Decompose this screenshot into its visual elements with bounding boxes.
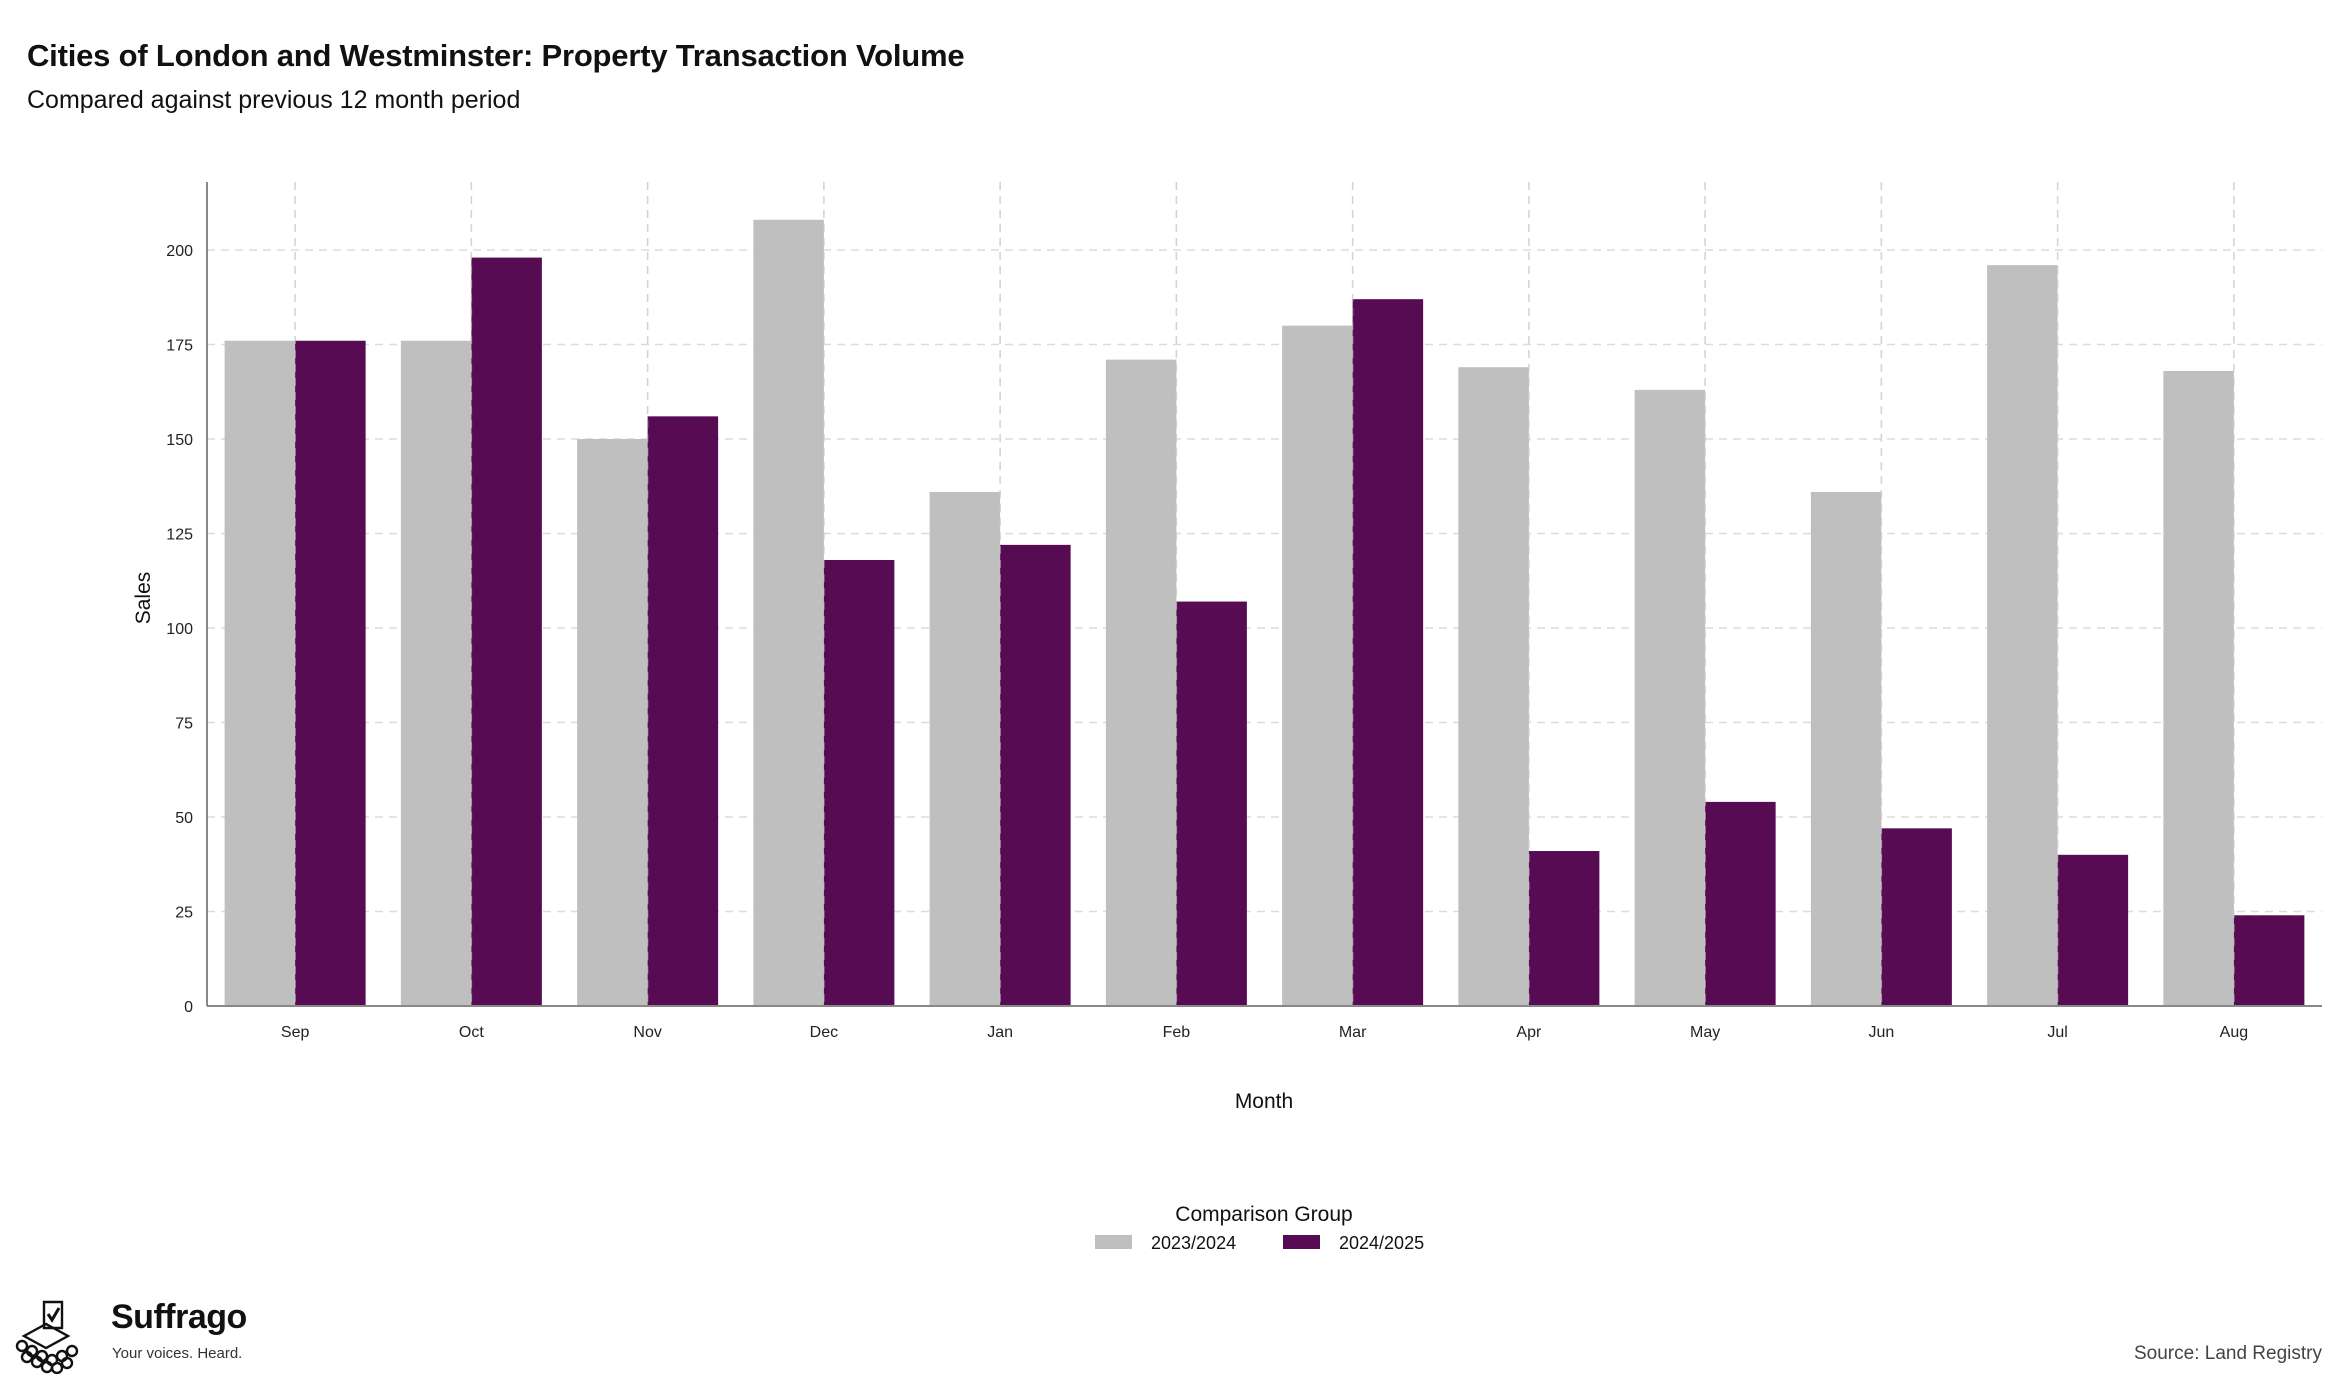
bar-2024-2025-jun (1881, 828, 1952, 1006)
bar-2023-2024-mar (1282, 325, 1353, 1006)
bar-2024-2025-aug (2233, 915, 2305, 1006)
bar-2023-2024-jul (1987, 265, 2058, 1006)
chart-subtitle: Compared against previous 12 month perio… (27, 86, 521, 114)
bar-2024-2025-jan (1000, 544, 1071, 1006)
legend-label-2024-2025: 2024/2025 (1339, 1233, 1424, 1253)
bar-2024-2025-jul (2057, 854, 2129, 1006)
x-tick-label: Sep (281, 1024, 310, 1041)
bar-2024-2025-nov (647, 416, 719, 1006)
legend: Comparison Group 2023/2024 2024/2025 (1095, 1203, 1424, 1253)
legend-swatch-2023-2024 (1095, 1235, 1132, 1249)
y-axis-title: Sales (132, 572, 155, 625)
x-tick-label: Oct (459, 1024, 484, 1041)
x-axis-title: Month (1235, 1090, 1293, 1113)
legend-label-2023-2024: 2023/2024 (1151, 1233, 1236, 1253)
bar-2023-2024-may (1634, 389, 1706, 1007)
bar-2023-2024-feb (1105, 359, 1177, 1006)
legend-title: Comparison Group (1175, 1203, 1352, 1226)
bar-2023-2024-jun (1810, 491, 1882, 1006)
bar-2023-2024-dec (753, 219, 824, 1007)
axes: 0 25 50 75 100 125 150 175 200 Sep Oct Nov Dec Jan Feb… (166, 182, 2322, 1041)
brand-name: Suffrago (111, 1298, 247, 1336)
x-tick-label: Dec (810, 1024, 838, 1041)
bar-2023-2024-nov (577, 439, 648, 1006)
bar-2024-2025-dec (823, 559, 895, 1006)
y-tick-label: 125 (166, 527, 193, 544)
x-tick-label: Apr (1516, 1024, 1542, 1041)
bar-2024-2025-feb (1176, 601, 1247, 1006)
chart-title: Cities of London and Westminster: Proper… (27, 38, 965, 73)
source-note: Source: Land Registry (2134, 1343, 2322, 1364)
y-tick-label: 50 (175, 810, 193, 827)
bar-2023-2024-aug (2163, 370, 2234, 1006)
x-tick-label: May (1690, 1024, 1720, 1041)
legend-swatch-2024-2025 (1283, 1235, 1320, 1249)
bar-2024-2025-apr (1528, 851, 1600, 1006)
bar-2024-2025-sep (295, 340, 366, 1006)
x-tick-label: Nov (633, 1024, 661, 1041)
y-tick-label: 150 (166, 432, 193, 449)
x-tick-label: Jul (2047, 1024, 2067, 1041)
bars (224, 182, 2305, 1007)
x-tick-label: Jan (987, 1024, 1013, 1041)
x-tick-label: Jun (1868, 1024, 1894, 1041)
y-tick-label: 175 (166, 338, 193, 355)
bar-2023-2024-apr (1458, 367, 1529, 1006)
y-tick-label: 75 (175, 716, 193, 733)
bar-2023-2024-oct (400, 340, 472, 1006)
bar-2024-2025-may (1705, 801, 1776, 1006)
bar-2024-2025-oct (471, 257, 542, 1007)
y-tick-label: 25 (175, 905, 193, 922)
bar-2023-2024-sep (224, 340, 296, 1006)
y-tick-label: 100 (166, 621, 193, 638)
bar-2023-2024-jan (929, 491, 1001, 1006)
x-tick-label: Mar (1339, 1024, 1367, 1041)
y-tick-label: 0 (184, 999, 193, 1016)
suffrago-logo-icon (15, 1300, 79, 1374)
bar-chart: 0 25 50 75 100 125 150 175 200 Sep Oct Nov Dec Jan Feb… (132, 182, 2322, 1253)
y-tick-label: 200 (166, 243, 193, 260)
x-tick-label: Feb (1163, 1024, 1191, 1041)
x-tick-label: Aug (2220, 1024, 2248, 1041)
brand-tagline: Your voices. Heard. (112, 1345, 243, 1362)
bar-2024-2025-mar (1352, 299, 1424, 1006)
